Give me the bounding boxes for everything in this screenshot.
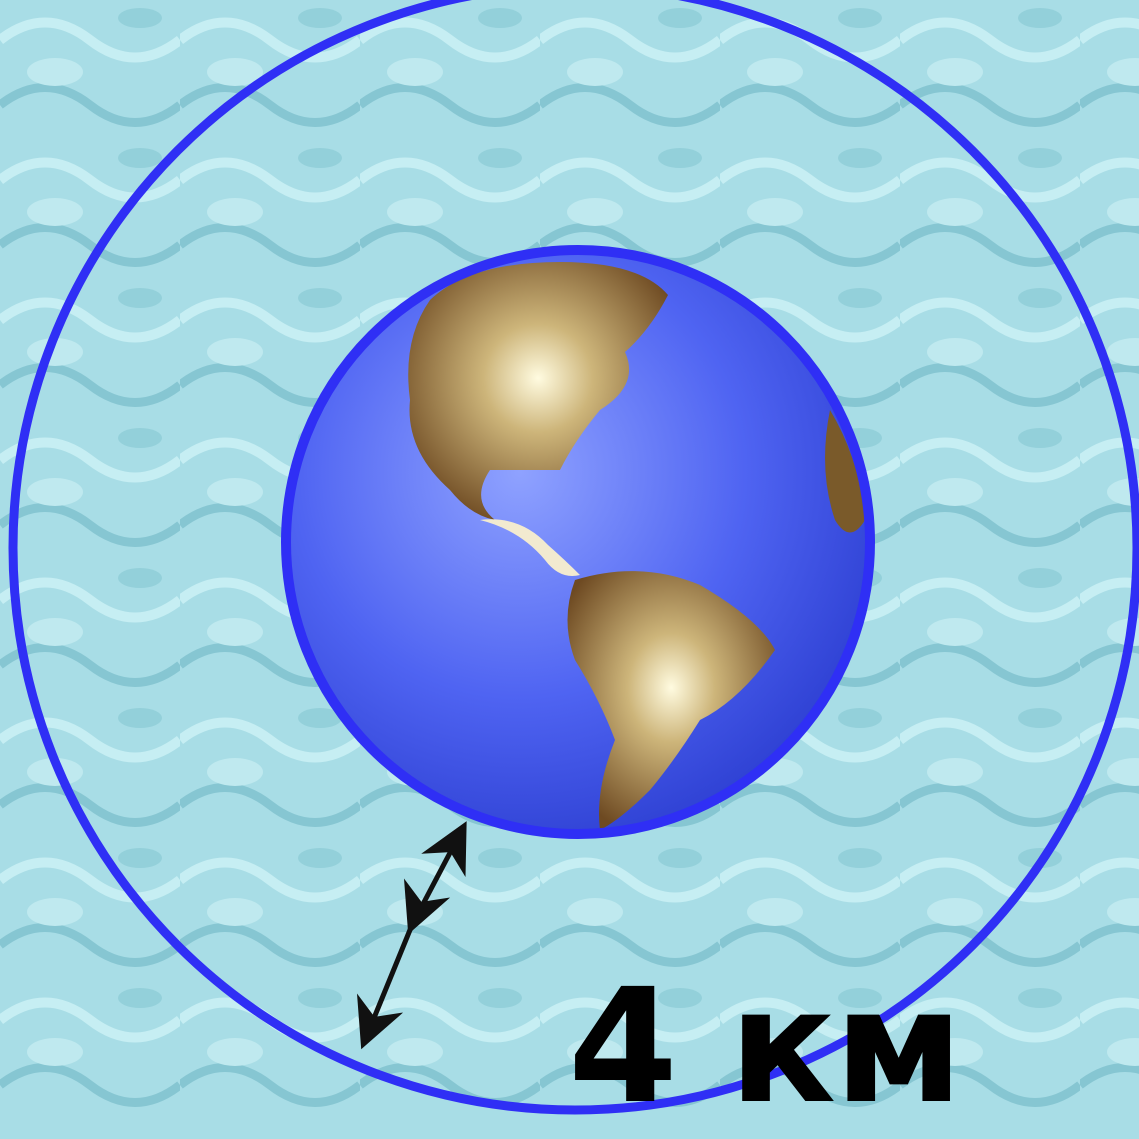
north-america-landmass (408, 262, 668, 520)
distance-label: 4 км (568, 955, 963, 1139)
distance-arrow (356, 878, 451, 1050)
south-america-landmass (567, 571, 775, 830)
distance-arrow-upper (409, 821, 467, 927)
globe-outline-ring (281, 245, 875, 839)
outer-orbit-ring (8, 0, 1139, 1115)
earth-globe-icon (281, 245, 875, 839)
africa-edge-landmass (825, 410, 865, 533)
central-america-landmass (480, 519, 580, 576)
